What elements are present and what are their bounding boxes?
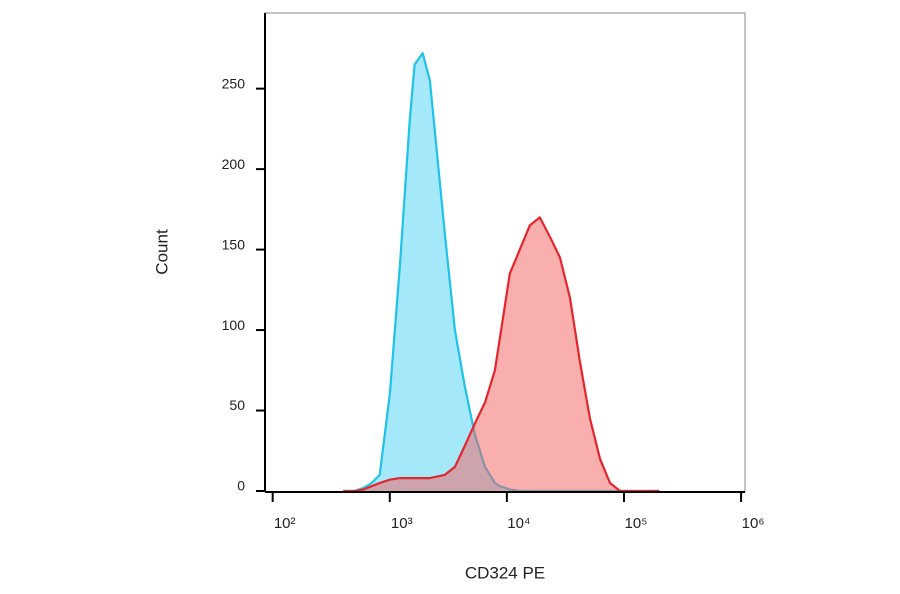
x-tick-label: 10⁴ xyxy=(507,515,530,532)
x-tick-label: 10⁶ xyxy=(742,515,765,532)
x-tick-label: 10² xyxy=(274,515,296,532)
y-tick-label: 100 xyxy=(222,317,246,333)
histogram-area xyxy=(343,216,660,493)
y-axis-label: Count xyxy=(152,229,171,275)
y-tick-label: 150 xyxy=(222,236,246,252)
y-tick-label: 50 xyxy=(229,397,245,413)
y-tick-label: 250 xyxy=(222,75,246,91)
y-tick-label: 200 xyxy=(222,156,246,172)
y-tick-label: 0 xyxy=(237,478,245,494)
x-tick-label: 10³ xyxy=(391,515,413,532)
x-axis-label: CD324 PE xyxy=(465,563,545,582)
x-tick-label: 10⁵ xyxy=(625,515,648,532)
